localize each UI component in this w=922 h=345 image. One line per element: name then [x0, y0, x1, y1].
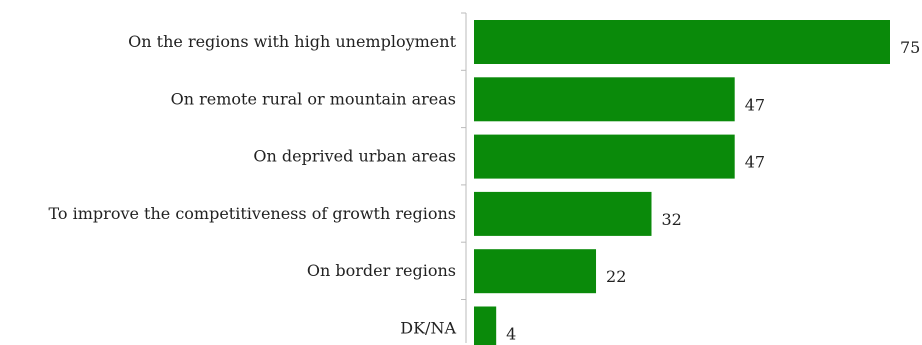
value-label: 47 [745, 95, 765, 114]
bar [474, 191, 652, 236]
value-label: 22 [606, 267, 626, 286]
category-label: On border regions [307, 261, 456, 280]
axis-ticks [461, 12, 466, 300]
value-label: 4 [506, 325, 516, 344]
bar [474, 134, 735, 179]
bars-group [474, 20, 890, 345]
bar [474, 77, 735, 122]
value-label: 47 [745, 153, 765, 172]
value-labels: 75 47 47 32 22 4 [506, 38, 920, 344]
value-label: 75 [900, 38, 920, 57]
bar [474, 306, 497, 345]
category-label: On deprived urban areas [253, 147, 456, 166]
value-label: 32 [661, 210, 681, 229]
category-labels: On the regions with high unemployment On … [48, 32, 456, 338]
category-label: DK/NA [400, 319, 456, 338]
category-label: On remote rural or mountain areas [171, 89, 456, 108]
bar [474, 20, 890, 64]
category-label: To improve the competitiveness of growth… [48, 204, 456, 223]
category-label: On the regions with high unemployment [128, 32, 456, 51]
bar [474, 249, 597, 294]
